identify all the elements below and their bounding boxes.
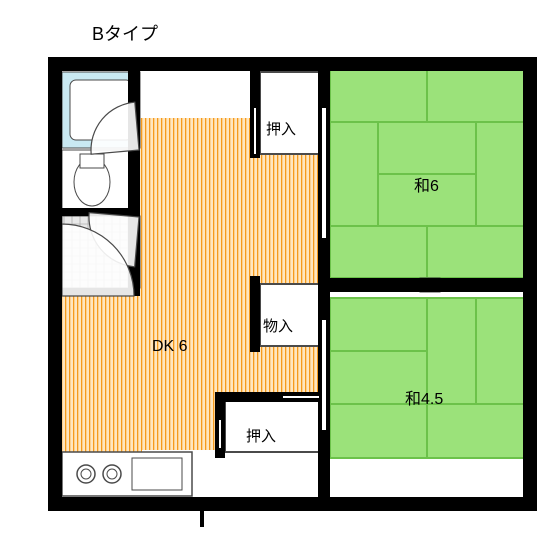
tatami-mat	[330, 226, 427, 278]
door-opening	[219, 420, 221, 448]
door-opening	[283, 396, 319, 398]
tatami-mat	[330, 70, 427, 122]
door-opening	[322, 320, 326, 430]
window-mark	[370, 57, 480, 61]
door-opening	[322, 108, 326, 238]
floorplan-stage: Bタイプ 和6 和4.5 DK 6 押入 物入 押入	[0, 0, 560, 541]
label-oshiire-1: 押入	[266, 118, 296, 139]
tatami-mat	[427, 404, 525, 458]
label-wa45: 和4.5	[405, 385, 443, 409]
door-opening	[254, 108, 256, 154]
label-oshiire-2: 押入	[246, 425, 276, 446]
window-mark	[200, 497, 204, 527]
label-wa6: 和6	[414, 172, 439, 196]
tatami-mat	[476, 122, 525, 226]
tatami-mat	[476, 298, 525, 404]
tatami-mat	[330, 298, 427, 351]
toilet-tank-icon	[80, 154, 104, 168]
tatami-mat	[378, 122, 476, 174]
tatami-mat	[427, 70, 525, 122]
hall-floor	[62, 292, 142, 452]
tatami-mat	[427, 226, 525, 278]
closet	[260, 72, 322, 154]
tatami-mat	[330, 122, 378, 226]
tatami-mat	[330, 404, 427, 458]
plan-title: Bタイプ	[92, 20, 158, 46]
label-monoire: 物入	[263, 315, 293, 336]
kitchen-sink-icon	[132, 458, 182, 490]
label-dk: DK 6	[152, 338, 188, 356]
floorplan-svg	[0, 0, 560, 541]
wall-segment	[250, 276, 260, 352]
wall-segment	[318, 278, 530, 292]
